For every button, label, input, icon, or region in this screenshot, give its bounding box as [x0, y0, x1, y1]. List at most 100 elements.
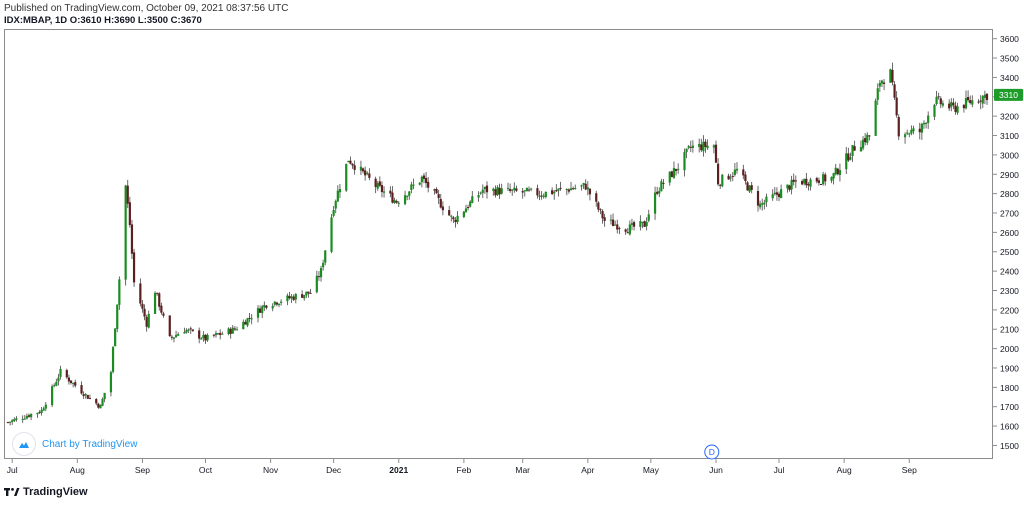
- candle-body: [200, 338, 203, 340]
- candle-body: [177, 334, 180, 336]
- candle-body: [221, 333, 224, 335]
- candle-body: [773, 192, 776, 195]
- candle-body: [777, 193, 781, 198]
- candle-body: [153, 292, 157, 314]
- candle-body: [174, 335, 178, 338]
- candle-body: [847, 153, 850, 161]
- chart-watermark[interactable]: Chart by TradingView: [12, 432, 137, 456]
- candle-body: [500, 188, 503, 194]
- x-tick-label: May: [643, 465, 660, 475]
- candle-body: [668, 171, 671, 183]
- candle-body: [242, 321, 245, 330]
- y-tick-label: 2400: [1000, 267, 1019, 277]
- candle-body: [309, 292, 312, 294]
- candle-body: [584, 183, 587, 190]
- candle-body: [706, 145, 709, 149]
- candle-body: [735, 168, 739, 171]
- candle-body: [456, 215, 459, 223]
- candle-body: [88, 398, 92, 400]
- candle-body: [435, 188, 438, 194]
- candle-body: [324, 250, 327, 263]
- candle-body: [277, 303, 281, 305]
- y-tick-label: 3100: [1000, 131, 1019, 141]
- candle-body: [670, 171, 673, 177]
- candle-body: [551, 190, 554, 195]
- candle-body: [290, 296, 293, 299]
- dividend-event-label: D: [709, 447, 715, 457]
- y-tick-label: 1500: [1000, 441, 1019, 451]
- candle-body: [452, 217, 455, 220]
- y-tick-label: 3600: [1000, 34, 1019, 44]
- candle-body: [412, 184, 415, 186]
- candle-body: [147, 313, 150, 328]
- candle-body: [494, 189, 497, 196]
- candle-body: [876, 88, 879, 100]
- candle-body: [349, 160, 352, 164]
- candle-body: [922, 122, 926, 125]
- candle-body: [824, 174, 827, 182]
- tradingview-cloud-icon: [12, 432, 36, 456]
- candle-body: [15, 418, 18, 420]
- candle-body: [389, 190, 392, 194]
- candle-body: [307, 291, 310, 294]
- candle-body: [380, 185, 384, 193]
- footer-brand[interactable]: TradingView: [4, 486, 88, 498]
- candle-body: [897, 116, 900, 137]
- x-tick-label: Jul: [7, 465, 18, 475]
- y-tick-label: 3400: [1000, 73, 1019, 83]
- y-tick-label: 2500: [1000, 247, 1019, 257]
- candle-body: [702, 141, 705, 152]
- candle-body: [292, 296, 295, 300]
- candle-body: [183, 331, 186, 334]
- candle-body: [906, 132, 909, 134]
- candle-body: [25, 416, 29, 419]
- candle-body: [544, 191, 547, 198]
- dividend-event-marker[interactable]: [704, 444, 720, 460]
- candle-body: [109, 372, 113, 393]
- candle-body: [53, 385, 56, 387]
- candle-body: [864, 138, 867, 143]
- candle-body: [748, 185, 751, 192]
- candle-body: [630, 223, 634, 225]
- candle-body: [658, 190, 661, 194]
- candle-body: [395, 200, 398, 203]
- candle-body: [170, 336, 173, 338]
- candle-body: [538, 195, 541, 197]
- candle-body: [265, 305, 268, 308]
- candle-body: [479, 192, 482, 194]
- y-tick-label: 1700: [1000, 402, 1019, 412]
- candle-body: [903, 134, 907, 138]
- candle-body: [956, 106, 959, 113]
- candle-body: [983, 94, 986, 98]
- candle-body: [834, 167, 837, 175]
- x-tick-label: Aug: [837, 465, 852, 475]
- candle-body: [204, 334, 207, 341]
- candle-body: [962, 104, 965, 109]
- candle-body: [805, 178, 808, 186]
- candle-body: [595, 193, 598, 202]
- x-tick-label: Sep: [135, 465, 150, 475]
- published-note: Published on TradingView.com, October 09…: [4, 3, 289, 14]
- candle-body: [927, 115, 930, 123]
- y-tick-label: 2700: [1000, 209, 1019, 219]
- candle-body: [698, 144, 701, 147]
- candle-body: [319, 268, 323, 278]
- candle-body: [542, 195, 545, 197]
- candle-body: [492, 188, 495, 191]
- candle-body: [880, 80, 884, 84]
- candle-body: [227, 328, 230, 335]
- candle-body: [471, 196, 474, 203]
- watermark-label[interactable]: Chart by TradingView: [42, 438, 138, 450]
- candle-body: [924, 122, 928, 124]
- candle-body: [815, 178, 818, 182]
- candle-body: [65, 370, 68, 378]
- candle-body: [437, 194, 440, 199]
- x-tick-label: Nov: [263, 465, 279, 475]
- y-tick-label: 3200: [1000, 112, 1019, 122]
- x-tick-label: Jul: [774, 465, 785, 475]
- candle-body: [807, 184, 810, 186]
- candle-body: [67, 377, 71, 382]
- candle-body: [427, 181, 430, 188]
- candle-body: [506, 187, 510, 189]
